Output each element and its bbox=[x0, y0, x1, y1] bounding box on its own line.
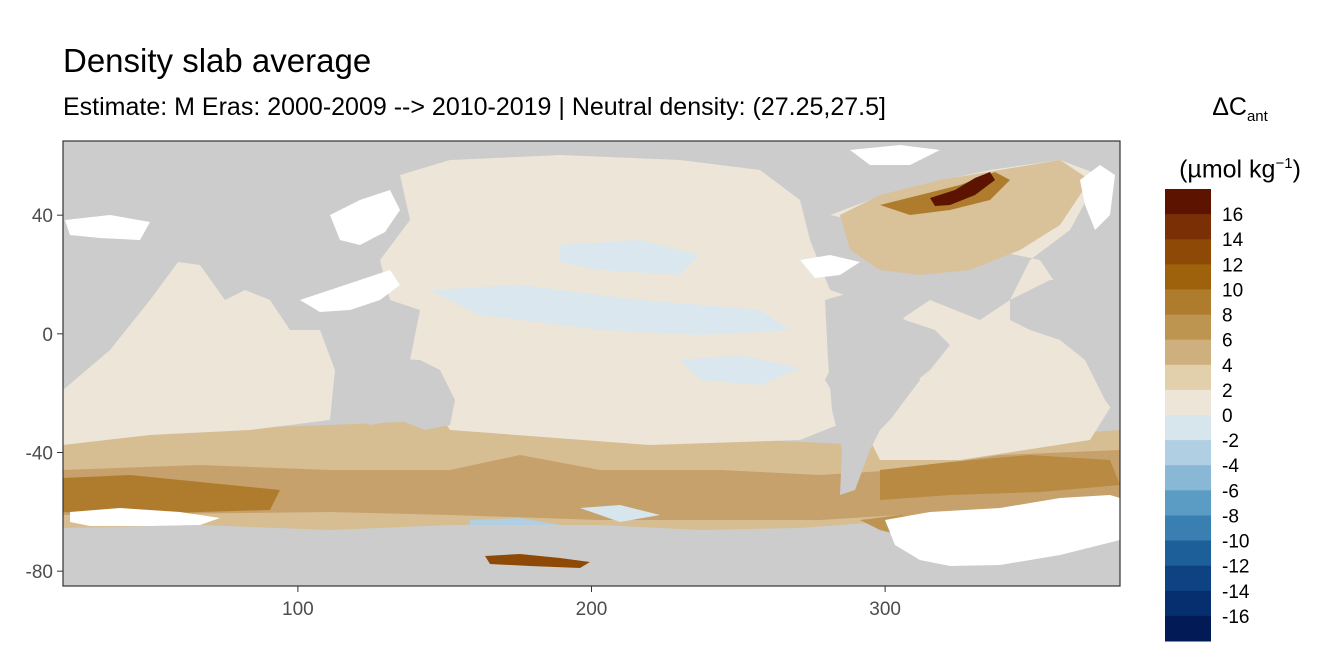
legend-swatch bbox=[1165, 214, 1211, 240]
no-data-arctic-east bbox=[1080, 165, 1115, 230]
no-data-weddell bbox=[885, 495, 1120, 566]
legend-swatch bbox=[1165, 490, 1211, 516]
legend-label: 8 bbox=[1222, 306, 1233, 327]
legend-label: 0 bbox=[1222, 406, 1233, 427]
plot-subtitle: Estimate: M Eras: 2000-2009 --> 2010-201… bbox=[63, 93, 886, 121]
blue-patch-north-pacific bbox=[560, 240, 700, 275]
x-tick-label: 100 bbox=[282, 599, 314, 620]
legend-colorbar bbox=[1165, 189, 1211, 642]
north-atlantic-peak bbox=[930, 172, 995, 206]
x-axis: 100 200 300 bbox=[282, 586, 901, 620]
land-africa bbox=[1010, 280, 1120, 420]
legend-swatch bbox=[1165, 289, 1211, 316]
blue-patch-amundsen bbox=[580, 505, 660, 522]
y-axis: 40 0 -40 -80 bbox=[26, 206, 63, 583]
blue-patch-equatorial-pacific bbox=[430, 285, 790, 335]
no-data-mediterranean bbox=[65, 215, 150, 240]
legend-swatch bbox=[1165, 339, 1211, 366]
map-panel bbox=[63, 141, 1120, 586]
legend-label: 10 bbox=[1222, 280, 1243, 301]
legend-swatch bbox=[1165, 590, 1211, 617]
legend-swatch bbox=[1165, 515, 1211, 542]
y-tick-label: -80 bbox=[26, 562, 53, 583]
legend-label: -12 bbox=[1222, 557, 1249, 578]
x-tick-label: 200 bbox=[576, 599, 608, 620]
legend-label: -2 bbox=[1222, 431, 1239, 452]
legend-swatch bbox=[1165, 189, 1211, 215]
no-data-caribbean bbox=[800, 255, 860, 278]
y-tick-label: -40 bbox=[26, 444, 53, 465]
legend-swatch bbox=[1165, 465, 1211, 491]
legend-label: 14 bbox=[1222, 230, 1244, 251]
legend-label: -16 bbox=[1222, 607, 1249, 628]
no-data-northwest-pacific bbox=[330, 190, 400, 245]
legend-label: 2 bbox=[1222, 381, 1233, 402]
y-tick-label: 0 bbox=[42, 325, 53, 346]
legend-swatch bbox=[1165, 565, 1211, 592]
legend-title: ΔCant (µmol kg−1) bbox=[1160, 84, 1320, 193]
legend-swatch bbox=[1165, 264, 1211, 290]
legend-labels: 16 14 12 10 8 6 4 2 0 -2 -4 -6 -8 -10 -12 -14 -16 bbox=[1222, 205, 1250, 628]
ocean-north-atlantic bbox=[840, 160, 1090, 275]
legend-label: -10 bbox=[1222, 532, 1249, 553]
legend-swatch bbox=[1165, 415, 1211, 441]
ross-shelf-dark bbox=[485, 554, 590, 568]
legend-swatch bbox=[1165, 389, 1211, 416]
land-australia bbox=[340, 358, 455, 430]
legend-swatch bbox=[1165, 440, 1211, 466]
plot-title: Density slab average bbox=[63, 42, 372, 79]
legend-label: -8 bbox=[1222, 506, 1239, 527]
legend-swatch bbox=[1165, 540, 1211, 567]
no-data-west-antarctic bbox=[70, 508, 220, 526]
legend-swatch bbox=[1165, 615, 1211, 642]
legend-title-symbol: ΔCant bbox=[1212, 93, 1268, 125]
legend-title-unit: (µmol kg−1) bbox=[1179, 155, 1301, 184]
legend-swatch bbox=[1165, 239, 1211, 265]
y-tick-label: 40 bbox=[32, 206, 53, 227]
legend-label: -14 bbox=[1222, 582, 1250, 603]
no-data-labrador bbox=[850, 145, 940, 165]
southern-band-strong-atlantic bbox=[880, 455, 1120, 500]
legend-label: 4 bbox=[1222, 356, 1233, 377]
southern-band-strong-west bbox=[63, 475, 280, 515]
x-tick-label: 300 bbox=[869, 599, 901, 620]
legend-label: 6 bbox=[1222, 331, 1233, 352]
blue-patch-south-pacific bbox=[680, 355, 800, 385]
no-data-indonesia bbox=[300, 270, 400, 312]
ocean-indian bbox=[63, 262, 335, 445]
land-south-america bbox=[825, 290, 950, 495]
legend-label: -4 bbox=[1222, 456, 1239, 477]
legend-swatch bbox=[1165, 314, 1211, 341]
land-antarctica bbox=[63, 520, 1120, 586]
legend-label: -6 bbox=[1222, 481, 1239, 502]
legend-swatch bbox=[1165, 364, 1211, 391]
southern-band-mid bbox=[63, 450, 1120, 520]
legend-label: 12 bbox=[1222, 255, 1243, 276]
legend-label: 16 bbox=[1222, 205, 1243, 226]
